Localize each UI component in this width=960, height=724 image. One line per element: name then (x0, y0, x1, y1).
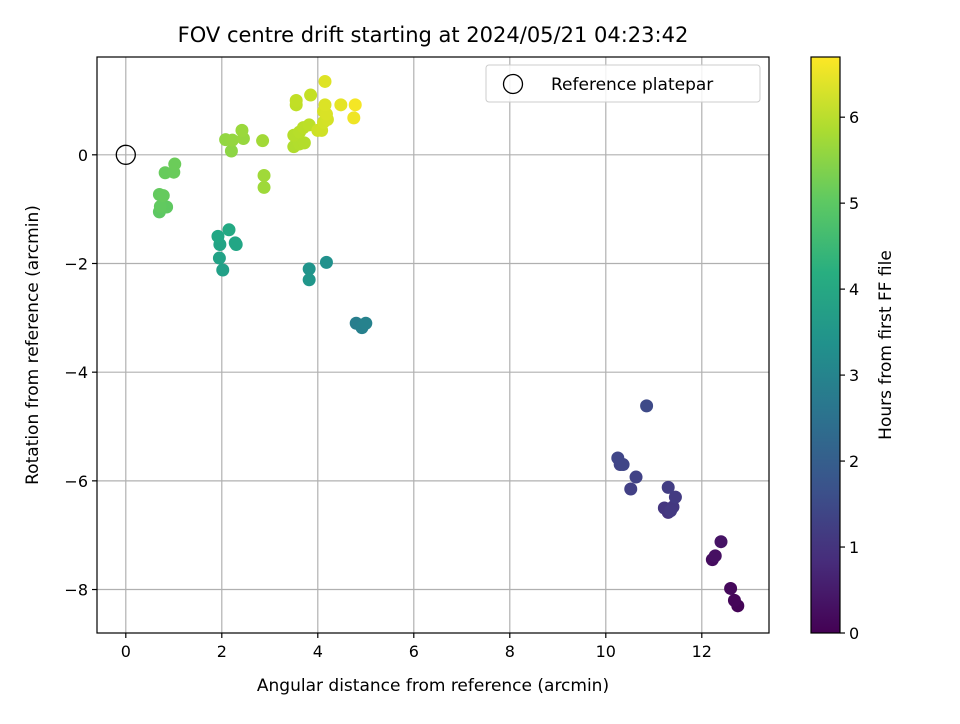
x-tick-label: 8 (505, 642, 515, 661)
scatter-point (727, 593, 741, 607)
colorbar-gradient (811, 57, 840, 633)
scatter-point (297, 136, 311, 150)
scatter-point (302, 262, 316, 276)
y-tick-label: −8 (64, 581, 88, 600)
scatter-point (629, 470, 643, 484)
y-axis-label: Rotation from reference (arcmin) (23, 205, 43, 485)
scatter-point (611, 451, 625, 465)
scatter-point (257, 168, 271, 182)
scatter-point (156, 189, 170, 203)
scatter-point (153, 199, 167, 213)
scatter-point (235, 123, 249, 137)
plot-background (97, 57, 769, 633)
legend-marker-open-circle (502, 73, 524, 95)
y-tick-label: −4 (64, 363, 88, 382)
x-axis-label: Angular distance from reference (arcmin) (257, 676, 609, 696)
scatter-point (359, 316, 373, 330)
x-tick-label: 0 (121, 642, 131, 661)
scatter-point (318, 98, 332, 112)
colorbar-label: Hours from first FF file (876, 250, 896, 440)
scatter-point (211, 229, 225, 243)
scatter-point (212, 251, 226, 265)
scatter-point (724, 581, 738, 595)
grid-lines (97, 57, 769, 633)
colorbar-tick-label: 6 (849, 108, 859, 127)
scatter-point (304, 88, 318, 102)
scatter-point (222, 223, 236, 237)
scatter-point (289, 93, 303, 107)
y-ticks: −8 −6 −4 −2 0 (64, 146, 97, 600)
scatter-point (302, 273, 316, 287)
scatter-point (216, 263, 230, 277)
colorbar-frame (810, 56, 841, 634)
plot-frame (96, 56, 770, 634)
scatter-point (624, 482, 638, 496)
legend-label-reference-platepar: Reference platepar (551, 75, 713, 95)
scatter-point (348, 98, 362, 112)
scatter-point (224, 144, 238, 158)
colorbar-tick-label: 4 (849, 280, 859, 299)
scatter-point (347, 111, 361, 125)
x-tick-label: 6 (409, 642, 419, 661)
scatter-point (661, 480, 675, 494)
y-tick-label: −6 (64, 472, 88, 491)
colorbar-tick-label: 1 (849, 538, 859, 557)
colorbar-tick-label: 3 (849, 366, 859, 385)
colorbar: 0 1 2 3 4 5 6 Hours from first FF file (810, 56, 896, 643)
y-tick-label: −2 (64, 254, 88, 273)
scatter-point (714, 535, 728, 549)
chart-title: FOV centre drift starting at 2024/05/21 … (178, 23, 689, 47)
colorbar-tick-label: 2 (849, 452, 859, 471)
scatter-points (152, 74, 745, 613)
scatter-point (664, 504, 678, 518)
scatter-point (318, 74, 332, 88)
scatter-point (334, 98, 348, 112)
colorbar-tick-label: 0 (849, 624, 859, 643)
y-tick-label: 0 (78, 146, 88, 165)
scatter-point (668, 490, 682, 504)
scatter-point (229, 237, 243, 251)
x-tick-label: 2 (217, 642, 227, 661)
legend: Reference platepar (485, 64, 761, 103)
x-tick-label: 4 (313, 642, 323, 661)
reference-platepar-marker (115, 144, 136, 165)
scatter-point (319, 255, 333, 269)
scatter-point (257, 180, 271, 194)
legend-box (485, 64, 761, 103)
x-tick-label: 12 (692, 642, 712, 661)
scatter-point (256, 134, 270, 148)
scatter-point (640, 399, 654, 413)
colorbar-ticks: 0 1 2 3 4 5 6 (840, 108, 859, 643)
scatter-point (708, 549, 722, 563)
colorbar-tick-label: 5 (849, 194, 859, 213)
scatter-point (225, 133, 239, 147)
x-ticks: 0 2 4 6 8 10 12 (121, 633, 712, 661)
plot-area: 0 2 4 6 8 10 12 −8 −6 −4 −2 0 (64, 56, 770, 661)
x-tick-label: 10 (596, 642, 616, 661)
scatter-point (168, 157, 182, 171)
